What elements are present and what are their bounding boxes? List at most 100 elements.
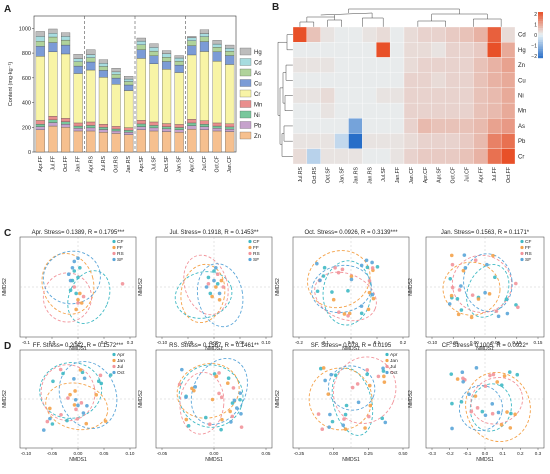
confidence-ellipse-Jul	[470, 377, 524, 425]
x-tick-label: Apr.CF	[189, 156, 195, 172]
data-point-Jan	[192, 388, 196, 393]
bar-segment-Mn	[149, 121, 159, 126]
heatmap-cell	[500, 42, 516, 58]
heatmap-cell	[348, 26, 363, 43]
bar-segment-Mn	[199, 120, 210, 125]
data-point-Oct	[328, 412, 332, 417]
x-tick-label: -0.05	[47, 451, 58, 456]
x-tick-label: -0.10	[427, 340, 438, 345]
data-point-Jan	[326, 392, 331, 396]
data-point-CF	[68, 288, 73, 293]
data-point-Oct	[483, 413, 488, 418]
colorbar-step	[538, 39, 543, 43]
x-tick-label: -0.05	[448, 340, 459, 345]
bar-segment-Cd	[73, 58, 83, 62]
x-tick-label: 0.10	[512, 340, 521, 345]
panel-title: CF. Stress= 0.1005, R = 0.0922*	[442, 343, 529, 349]
legend-label: Oct	[117, 370, 125, 376]
column-label: Apr.CF	[423, 167, 429, 183]
bar-segment-Cr	[187, 54, 197, 120]
data-point-Jul	[370, 266, 375, 270]
heatmap-cell	[459, 148, 474, 165]
legend-swatch-Cd	[239, 58, 252, 66]
heatmap-cell	[292, 87, 308, 104]
x-tick-label: Oct.FF	[63, 156, 69, 172]
heatmap-cell	[445, 57, 460, 73]
bar-segment-As	[225, 51, 235, 56]
y-axis-label: NMDS2	[138, 390, 144, 408]
bar-segment-As	[174, 60, 184, 66]
data-point-Apr	[330, 290, 334, 294]
bar-segment-Ni	[35, 124, 45, 127]
data-point-Apr	[80, 370, 85, 375]
data-point-Oct	[85, 403, 89, 408]
heatmap-cell	[348, 42, 363, 58]
bar-segment-Pb	[124, 132, 134, 135]
data-point-CF	[78, 266, 82, 270]
heatmap-cell	[306, 72, 321, 89]
x-tick-label: 0.00	[329, 451, 338, 456]
bar-segment-Ni	[111, 128, 121, 132]
heatmap-cell	[417, 42, 432, 58]
bar-segment-Ni	[86, 125, 96, 129]
bar-segment-Hg	[149, 43, 159, 48]
bar-segment-Cu	[161, 61, 172, 70]
data-point-Oct	[370, 292, 375, 297]
data-point-CF	[208, 291, 213, 296]
heatmap-cell	[334, 26, 349, 43]
bar-segment-Cu	[98, 70, 109, 78]
heatmap-cell	[445, 26, 460, 43]
y-tick-label: 200	[22, 125, 31, 131]
bar-segment-Hg	[124, 76, 134, 80]
x-tick-label: 0.0	[348, 340, 355, 345]
bar-segment-Cu	[73, 65, 83, 74]
data-point-CF	[493, 275, 497, 280]
bar-segment-Zn	[161, 131, 172, 153]
data-point-Oct	[180, 367, 184, 372]
data-point-Oct	[359, 304, 364, 308]
legend-swatch-Pb	[239, 121, 252, 129]
data-point-Oct	[450, 426, 454, 431]
data-point-FF	[210, 294, 214, 299]
confidence-ellipse-SF	[463, 253, 513, 312]
heatmap-cell	[431, 133, 446, 149]
legend-label: Jan	[117, 358, 125, 364]
data-point-Jan	[321, 366, 326, 370]
heatmap-cell	[306, 118, 321, 134]
bar-segment-Cr	[73, 73, 83, 124]
data-point-CF	[76, 275, 80, 280]
bar-segment-Pb	[174, 129, 184, 133]
data-point-Oct	[72, 377, 76, 381]
panel-title: SF. Stress= 0.078, R = 0.0195	[311, 343, 392, 349]
data-point-Jul	[66, 396, 70, 400]
legend-label: SF	[253, 257, 259, 263]
heatmap-cell	[334, 102, 349, 119]
data-point-Jan	[184, 417, 189, 422]
column-label: Oct.RS	[312, 166, 318, 183]
heatmap-cell	[306, 148, 321, 165]
x-tick-label: Jul.SF	[151, 156, 157, 171]
bar-segment-Cd	[174, 57, 184, 62]
heatmap-cell	[362, 42, 377, 58]
legend-marker-SF	[520, 257, 524, 262]
data-point-Jul	[217, 391, 221, 396]
legend-label: Cr	[254, 92, 260, 98]
legend-label: As	[254, 71, 261, 77]
data-point-Apr	[346, 289, 350, 293]
confidence-ellipse-Oct	[190, 358, 248, 425]
data-point-Oct	[461, 379, 465, 384]
legend-label: CF	[117, 239, 123, 245]
bar-segment-Mn	[136, 120, 146, 125]
data-point-Jan	[48, 406, 52, 411]
row-label: Pb	[518, 139, 526, 145]
bar-segment-Pb	[35, 126, 45, 130]
data-point-RS	[494, 309, 499, 313]
legend-marker-Apr	[112, 352, 116, 357]
bar-segment-Cu	[111, 77, 121, 85]
bar-segment-Pb	[86, 127, 96, 132]
colorbar-step	[538, 32, 543, 36]
heatmap-cell	[334, 87, 349, 104]
legend-marker-Apr	[385, 352, 389, 357]
x-tick-label: -0.05	[157, 451, 168, 456]
heatmap-cell	[320, 42, 335, 58]
